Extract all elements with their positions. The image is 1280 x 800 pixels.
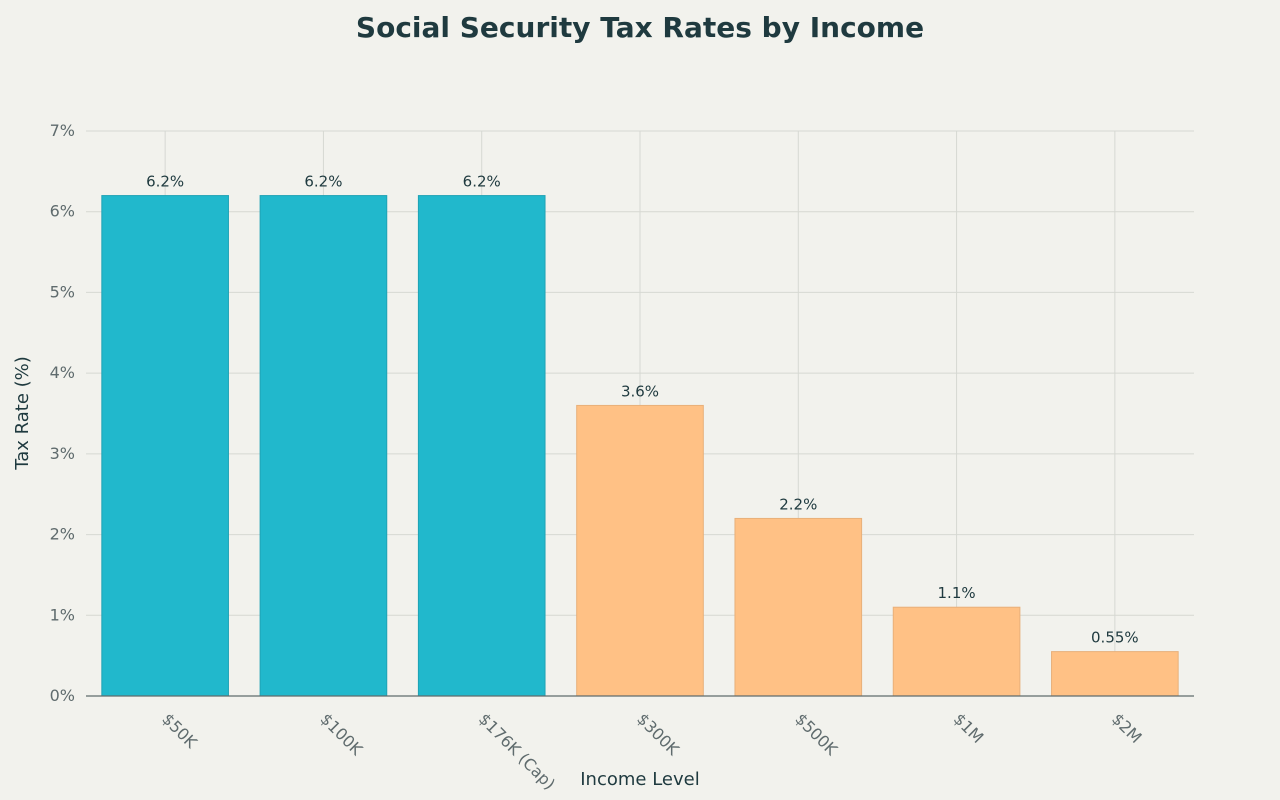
bar-data-label: 6.2% bbox=[146, 173, 184, 191]
bar-data-label: 0.55% bbox=[1091, 629, 1139, 647]
chart-title: Social Security Tax Rates by Income bbox=[356, 11, 924, 44]
x-tick-label: $50K bbox=[158, 709, 201, 752]
x-tick-label: $176K (Cap) bbox=[475, 709, 559, 793]
y-tick-label: 6% bbox=[50, 202, 75, 221]
y-tick-label: 0% bbox=[50, 686, 75, 705]
y-axis-ticks: 0% 1% 2% 3% 4% 5% 6% 7% bbox=[50, 121, 75, 705]
y-tick-label: 1% bbox=[50, 605, 75, 624]
bar-data-label: 6.2% bbox=[304, 173, 342, 191]
bar-data-label: 3.6% bbox=[621, 382, 659, 400]
x-tick-label: $1M bbox=[950, 709, 988, 747]
x-tick-label: $2M bbox=[1108, 709, 1146, 747]
bar bbox=[576, 404, 704, 697]
y-tick-label: 7% bbox=[50, 121, 75, 140]
data-labels: 6.2% 6.2% 6.2% 3.6% 2.2% 1.1% 0.55% bbox=[146, 173, 1139, 647]
bars bbox=[101, 195, 1179, 697]
y-tick-label: 4% bbox=[50, 363, 75, 382]
bar bbox=[259, 195, 388, 697]
bar-data-label: 2.2% bbox=[779, 495, 817, 513]
y-axis-title: Tax Rate (%) bbox=[12, 356, 33, 471]
bar bbox=[734, 517, 863, 697]
y-tick-label: 3% bbox=[50, 444, 75, 463]
x-axis-title: Income Level bbox=[580, 769, 699, 790]
bar-data-label: 1.1% bbox=[938, 584, 976, 602]
bar bbox=[892, 606, 1021, 697]
x-tick-label: $300K bbox=[633, 709, 683, 759]
y-tick-label: 2% bbox=[50, 525, 75, 544]
x-tick-label: $500K bbox=[791, 709, 841, 759]
bar bbox=[1051, 651, 1179, 697]
bar-data-label: 6.2% bbox=[463, 173, 501, 191]
x-tick-label: $100K bbox=[317, 709, 367, 759]
y-tick-label: 5% bbox=[50, 282, 75, 301]
bar bbox=[101, 195, 229, 697]
bar bbox=[417, 195, 546, 697]
